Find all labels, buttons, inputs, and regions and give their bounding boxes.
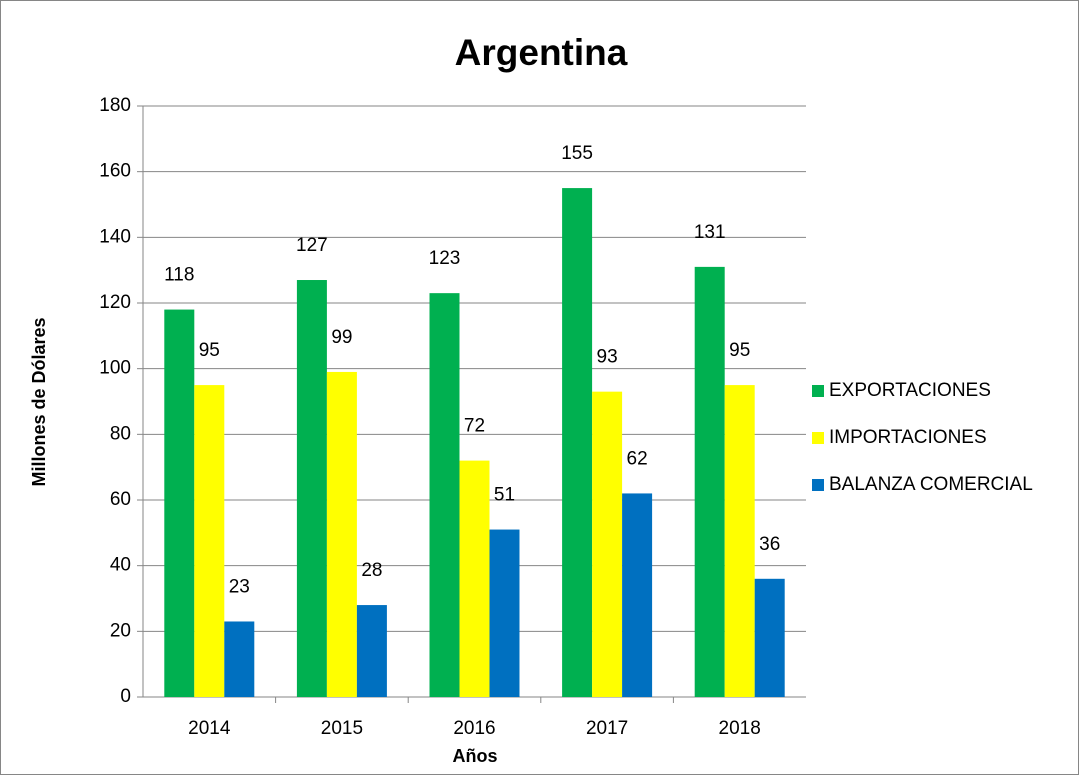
bar [622, 493, 653, 697]
data-label: 131 [694, 222, 726, 243]
x-tick-label: 2017 [586, 718, 628, 739]
bar [724, 385, 755, 697]
legend-label: BALANZA COMERCIAL [829, 474, 1033, 495]
y-axis-label: Millones de Dólares [29, 317, 49, 486]
data-label: 123 [429, 248, 461, 269]
y-tick-label: 100 [99, 358, 131, 379]
y-tick-label: 0 [120, 686, 131, 707]
data-label: 93 [597, 347, 618, 368]
y-tick-label: 60 [110, 489, 131, 510]
x-tick-label: 2018 [719, 718, 761, 739]
y-tick-label: 80 [110, 423, 131, 444]
data-label: 72 [464, 416, 485, 437]
x-tick-label: 2016 [453, 718, 495, 739]
data-label: 95 [729, 340, 750, 361]
bar [592, 391, 623, 697]
data-label: 28 [361, 560, 382, 581]
bar [694, 266, 725, 697]
data-label: 155 [561, 143, 593, 164]
bar [754, 578, 785, 697]
data-label: 95 [199, 340, 220, 361]
bar [296, 280, 327, 697]
data-label: 23 [229, 576, 250, 597]
y-tick-label: 180 [99, 95, 131, 116]
legend-swatch [812, 385, 824, 397]
data-label: 51 [494, 485, 515, 506]
legend-label: IMPORTACIONES [829, 427, 987, 448]
x-axis-label: Años [453, 746, 498, 766]
y-tick-label: 140 [99, 226, 131, 247]
data-label: 127 [296, 235, 328, 256]
y-tick-label: 120 [99, 292, 131, 313]
bar [356, 605, 387, 697]
x-tick-label: 2015 [321, 718, 363, 739]
bar [429, 293, 460, 697]
data-label: 62 [627, 448, 648, 469]
chart-title: Argentina [455, 32, 628, 73]
y-tick-label: 20 [110, 620, 131, 641]
legend-label: EXPORTACIONES [829, 380, 991, 401]
data-label: 99 [331, 327, 352, 348]
bar [164, 309, 195, 697]
y-tick-label: 160 [99, 161, 131, 182]
y-tick-label: 40 [110, 555, 131, 576]
bar [489, 529, 520, 697]
bar [194, 385, 225, 697]
legend-swatch [812, 479, 824, 491]
data-label: 118 [164, 265, 194, 286]
bar [224, 621, 255, 697]
bar [326, 371, 357, 697]
data-label: 36 [759, 534, 780, 555]
x-tick-label: 2014 [188, 718, 231, 739]
bar [562, 188, 593, 698]
legend-swatch [812, 432, 824, 444]
bar [459, 460, 490, 697]
